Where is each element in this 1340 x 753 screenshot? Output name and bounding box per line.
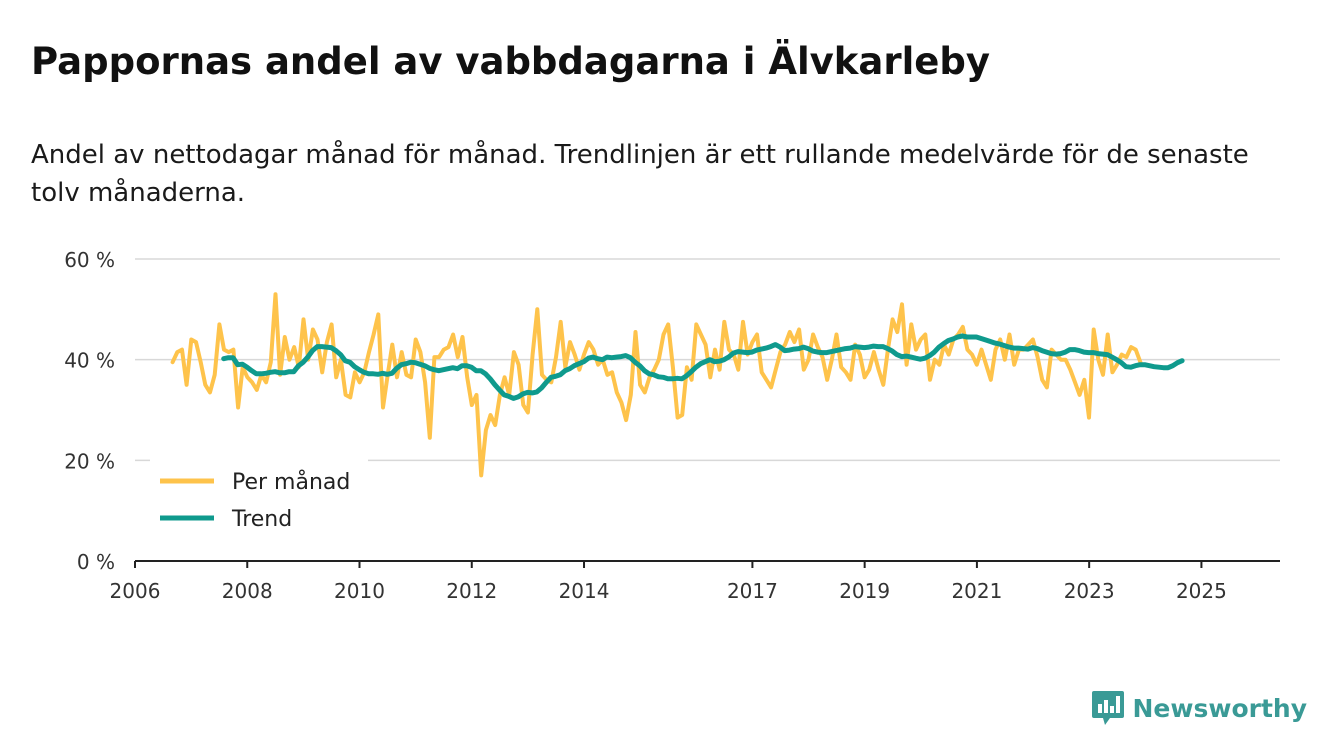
y-tick-label: 40 % xyxy=(64,349,115,373)
series xyxy=(170,292,1185,478)
legend-background xyxy=(150,458,368,548)
y-tick-label: 0 % xyxy=(77,550,115,574)
x-tick-label: 2012 xyxy=(446,579,497,603)
series-line-monthly xyxy=(170,292,1143,478)
legend-label-monthly: Per månad xyxy=(232,469,350,495)
series-line-trend xyxy=(221,333,1185,401)
x-tick-label: 2006 xyxy=(110,579,161,603)
chart-title: Pappornas andel av vabbdagarna i Älvkarl… xyxy=(31,40,990,83)
x-tick-label: 2010 xyxy=(334,579,385,603)
y-tick-label: 60 % xyxy=(64,248,115,272)
x-tick-label: 2023 xyxy=(1064,579,1115,603)
x-tick-label: 2025 xyxy=(1176,579,1227,603)
chart-subtitle: Andel av nettodagar månad för månad. Tre… xyxy=(31,140,1249,208)
y-axis-ticks: 0 % 20 % 40 % 60 % xyxy=(64,248,115,574)
legend-label-trend: Trend xyxy=(231,507,292,532)
x-tick-label: 2019 xyxy=(839,579,890,603)
brand-name: Newsworthy xyxy=(1132,693,1308,723)
x-tick-label: 2021 xyxy=(951,579,1002,603)
line-chart: 0 % 20 % 40 % 60 % 2006 2008 2010 2012 2014 2017… xyxy=(64,248,1280,603)
legend: Per månad Trend xyxy=(150,458,368,548)
x-tick-label: 2014 xyxy=(559,579,610,603)
x-tick-label: 2008 xyxy=(222,579,273,603)
y-tick-label: 20 % xyxy=(64,449,115,473)
x-axis: 2006 2008 2010 2012 2014 2017 2019 2021 2023 2025 xyxy=(110,560,1280,603)
bar-chart-bubble-icon xyxy=(1091,691,1124,725)
x-tick-label: 2017 xyxy=(727,579,778,603)
brand-logo: Newsworthy xyxy=(1091,689,1308,727)
